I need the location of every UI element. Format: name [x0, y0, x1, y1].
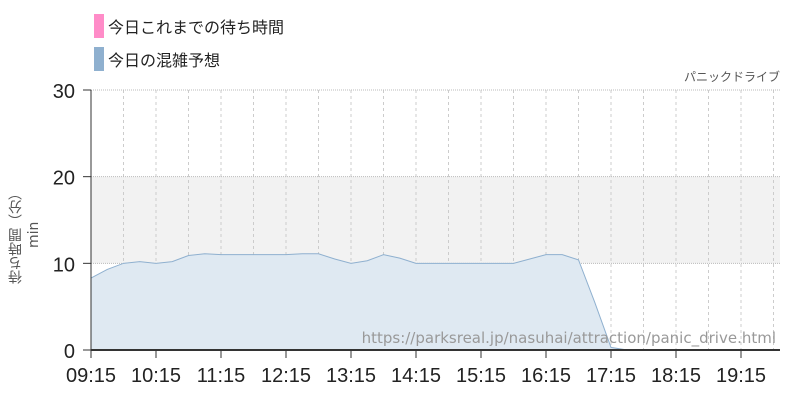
y-tick-label: 0 — [64, 341, 75, 363]
y-tick-label: 10 — [53, 254, 75, 276]
x-tick-label: 19:15 — [716, 365, 766, 387]
legend-label: 今日これまでの待ち時間 — [108, 18, 285, 37]
x-tick-label: 16:15 — [521, 365, 571, 387]
legend-item-today-forecast: 今日の混雑予想 — [94, 47, 220, 71]
legend-item-today-actual: 今日これまでの待ち時間 — [94, 14, 284, 38]
x-tick-label: 12:15 — [261, 365, 311, 387]
y-tick-label: 20 — [53, 168, 75, 190]
x-tick-label: 15:15 — [456, 365, 506, 387]
legend-label: 今日の混雑予想 — [108, 51, 221, 70]
watermark-url: https://parksreal.jp/nasuhai/attraction/… — [362, 329, 776, 348]
forecast-line — [90, 253, 780, 351]
x-tick-label: 13:15 — [326, 365, 376, 387]
chart-title: パニックドライブ — [683, 70, 780, 84]
x-tick-label: 09:15 — [66, 365, 116, 387]
forecast-area — [91, 253, 780, 350]
x-tick-label: 14:15 — [391, 365, 441, 387]
x-tick-label: 17:15 — [586, 365, 636, 387]
x-tick-label: 11:15 — [197, 365, 246, 387]
y-tick-label: 30 — [53, 81, 75, 103]
x-tick-label: 10:15 — [131, 365, 181, 387]
highlight-band — [91, 176, 780, 264]
x-tick-label: 18:15 — [651, 365, 701, 387]
legend-swatch — [94, 14, 104, 38]
legend-swatch — [94, 47, 104, 71]
